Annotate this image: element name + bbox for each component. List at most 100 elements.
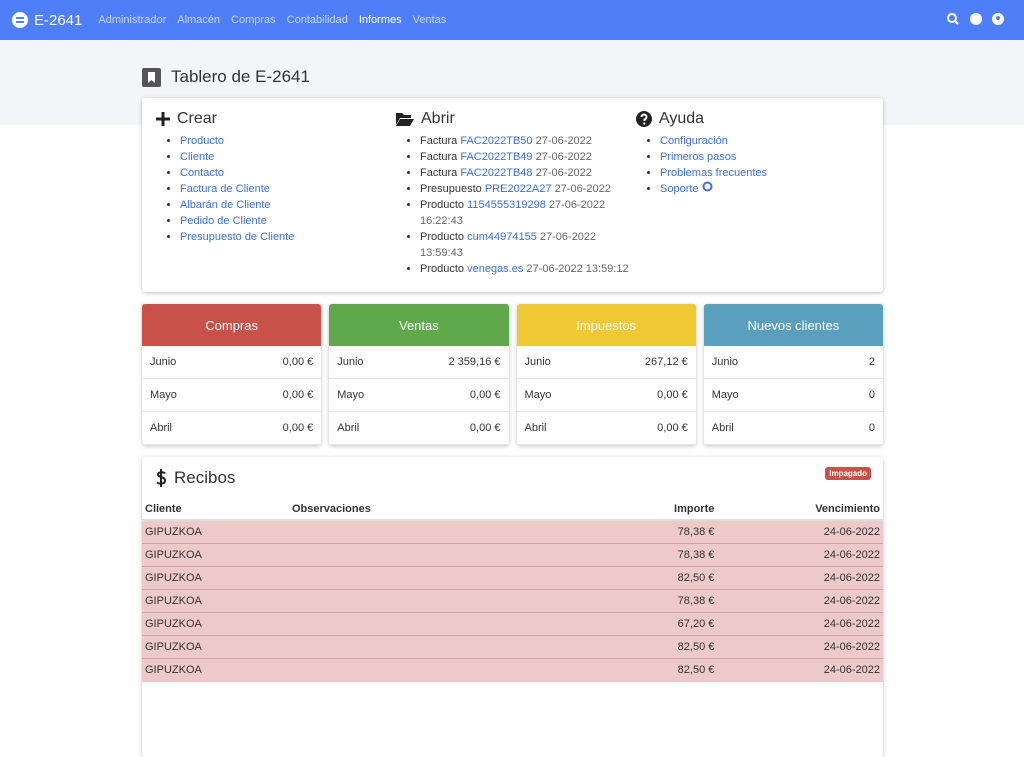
- doc-date: 27-06-2022: [535, 167, 592, 179]
- quick-card: Crear Producto Cliente Contacto Factura de C…: [142, 98, 883, 292]
- list-item: Producto venegas.es 27-06-2022 13:59:12: [420, 261, 636, 277]
- doc-link[interactable]: FAC2022TB49: [460, 151, 533, 163]
- list-item: Configuración: [660, 133, 876, 149]
- notes: [288, 566, 609, 590]
- create-link[interactable]: Pedido de Cliente: [180, 215, 267, 227]
- amount: 82,50 €: [608, 658, 718, 682]
- stat-row: Abril 0,00 €: [516, 412, 696, 445]
- stat-row: Mayo 0,00 €: [329, 379, 509, 412]
- doc-link[interactable]: venegas.es: [467, 263, 524, 275]
- due-date: 24-06-2022: [717, 589, 883, 613]
- column-header: Observaciones: [288, 499, 609, 521]
- stat-month: Mayo: [711, 389, 739, 401]
- help-link[interactable]: Soporte: [660, 183, 699, 195]
- page-title: Tablero de E-2641: [142, 64, 883, 90]
- stat-row: Abril 0: [703, 412, 883, 445]
- stat-value: 0,00 €: [469, 389, 501, 401]
- menu-item[interactable]: Compras: [231, 14, 276, 26]
- section-title: Abrir: [421, 110, 455, 127]
- create-link[interactable]: Cliente: [180, 151, 215, 163]
- stat-month: Junio: [711, 356, 739, 368]
- stat-header: Impuestos: [516, 304, 696, 346]
- logo: [12, 12, 28, 28]
- user-icon[interactable]: [992, 13, 1004, 25]
- receipt-row[interactable]: GIPUZKOA 78,38 €24-06-2022: [142, 543, 883, 567]
- stat-header: Ventas: [329, 304, 509, 346]
- receipt-row[interactable]: GIPUZKOA 67,20 €24-06-2022: [142, 612, 883, 636]
- help-link[interactable]: Primeros pasos: [660, 151, 737, 163]
- doc-link[interactable]: FAC2022TB48: [460, 167, 533, 179]
- create-link[interactable]: Contacto: [180, 167, 225, 179]
- doc-link[interactable]: FAC2022TB50: [460, 135, 533, 147]
- status-badge: Impagado: [825, 467, 871, 480]
- list-item: Producto cum44974155 27-06-2022 13:59:43: [420, 229, 636, 261]
- content: Tablero de E-2641 Crear Producto Cliente Co…: [142, 64, 883, 757]
- receipt-row[interactable]: GIPUZKOA 82,50 €24-06-2022: [142, 566, 883, 590]
- list-item: Pedido de Cliente: [180, 213, 396, 229]
- notes: [288, 519, 609, 544]
- help-icon[interactable]: [970, 13, 982, 25]
- receipt-row[interactable]: GIPUZKOA 82,50 €24-06-2022: [142, 635, 883, 659]
- due-date: 24-06-2022: [717, 658, 883, 682]
- create-link[interactable]: Factura de Cliente: [180, 183, 270, 195]
- stat-value: 0,00 €: [282, 422, 314, 434]
- doc-date: 27-06-2022: [554, 183, 611, 195]
- doc-link[interactable]: 1154555319298: [467, 199, 546, 211]
- stat-month: Junio: [150, 356, 177, 368]
- create-link[interactable]: Presupuesto de Cliente: [180, 231, 295, 243]
- stat-row: Abril 0,00 €: [329, 412, 509, 445]
- stat-value: 0,00 €: [282, 356, 314, 368]
- list-item: Presupuesto PRE2022A27 27-06-2022: [420, 181, 636, 197]
- doc-link[interactable]: PRE2022A27: [484, 183, 552, 195]
- support-icon: [702, 181, 713, 192]
- stat-header: Nuevos clientes: [703, 304, 883, 346]
- doc-date: 27-06-2022 13:59:12: [526, 263, 629, 275]
- create-link[interactable]: Albarán de Cliente: [180, 199, 271, 211]
- stat-row: Mayo 0: [703, 379, 883, 412]
- menu-item[interactable]: Informes: [358, 14, 402, 26]
- dollar-icon: [156, 469, 166, 487]
- menu-item[interactable]: Administrador: [98, 14, 167, 26]
- stat-card: Compras Junio 0,00 € Mayo 0,00 € Abril 0,00 €: [142, 304, 322, 445]
- stat-value: 0,00 €: [657, 422, 688, 434]
- list-item: Producto: [180, 133, 396, 149]
- receipt-row[interactable]: GIPUZKOA 78,38 €24-06-2022: [142, 519, 883, 544]
- help-link[interactable]: Problemas frecuentes: [660, 167, 767, 179]
- list-item: Primeros pasos: [660, 149, 876, 165]
- create-link[interactable]: Producto: [180, 135, 225, 147]
- doc-date: 27-06-2022 13:59:43: [420, 231, 597, 259]
- column-header: Vencimiento: [717, 499, 883, 521]
- doc-type: Producto: [420, 231, 465, 243]
- menu-item[interactable]: Contabilidad: [286, 14, 348, 26]
- list-item: Problemas frecuentes: [660, 165, 876, 181]
- navbar: E-2641 Administrador Almacén Compras Contab…: [0, 0, 1024, 40]
- stat-month: Abril: [150, 422, 173, 434]
- notes: [288, 589, 609, 613]
- due-date: 24-06-2022: [717, 566, 883, 590]
- stat-header: Compras: [142, 304, 322, 346]
- create-col: Crear Producto Cliente Contacto Factura de C…: [156, 110, 396, 292]
- stat-value: 0,00 €: [469, 422, 501, 434]
- doc-link[interactable]: cum44974155: [467, 231, 537, 243]
- client: GIPUZKOA: [142, 658, 289, 682]
- search-icon[interactable]: [947, 13, 959, 25]
- due-date: 24-06-2022: [717, 612, 883, 636]
- doc-date: 27-06-2022 16:22:43: [420, 199, 606, 227]
- notes: [288, 635, 609, 659]
- stat-value: 0,00 €: [282, 389, 314, 401]
- brand[interactable]: E-2641: [34, 11, 83, 29]
- receipt-row[interactable]: GIPUZKOA 82,50 €24-06-2022: [142, 658, 883, 682]
- amount: 67,20 €: [608, 612, 718, 636]
- notes: [288, 612, 609, 636]
- receipts-title: Recibos: [174, 468, 236, 487]
- receipt-row[interactable]: GIPUZKOA 78,38 €24-06-2022: [142, 589, 883, 613]
- menu-item[interactable]: Ventas: [412, 14, 447, 26]
- list-item: Factura de Cliente: [180, 181, 396, 197]
- section-title: Ayuda: [659, 110, 705, 127]
- doc-type: Producto: [420, 263, 465, 275]
- client: GIPUZKOA: [142, 589, 289, 613]
- list-item: Presupuesto de Cliente: [180, 229, 396, 245]
- help-link[interactable]: Configuración: [660, 135, 728, 147]
- amount: 78,38 €: [608, 519, 718, 544]
- menu-item[interactable]: Almacén: [177, 14, 221, 26]
